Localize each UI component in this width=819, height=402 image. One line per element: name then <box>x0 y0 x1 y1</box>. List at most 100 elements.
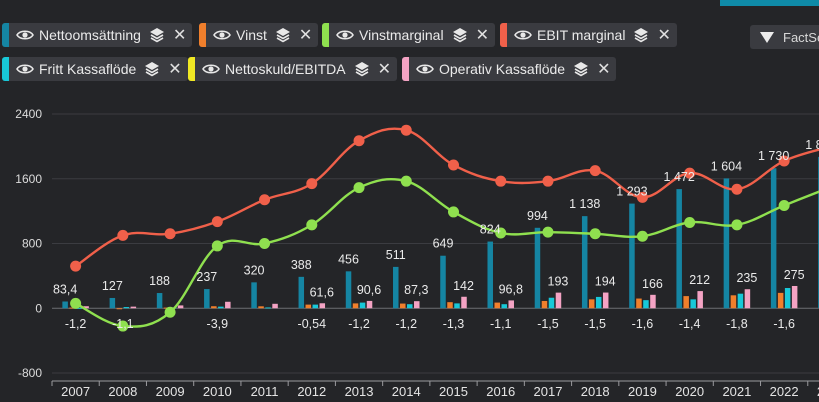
bar-vinst <box>116 308 123 310</box>
factset-label: FactSe <box>783 29 819 45</box>
legend-swatch <box>2 23 9 47</box>
point-ebit-marginal <box>400 124 412 136</box>
x-tick-label: 2020 <box>675 384 704 399</box>
x-tick-label: 2023 <box>817 384 819 399</box>
bar-operativ-kassafl-de <box>414 301 420 309</box>
legend-chip-nettoomsattning[interactable]: Nettoomsättning ✕ <box>2 23 193 47</box>
legend-chip-vinstmarginal[interactable]: Vinstmarginal ✕ <box>322 23 495 47</box>
bar-nettooms-ttning <box>393 266 399 309</box>
data-label-nettoskuld-ebitda: -1,2 <box>348 317 370 331</box>
bar-fritt-kassafl-de <box>784 288 791 309</box>
layers-icon[interactable] <box>149 27 165 43</box>
bar-fritt-kassafl-de <box>312 304 319 309</box>
data-label-nettoomsattning: 1 293 <box>616 185 647 199</box>
bar-nettooms-ttning <box>534 227 541 309</box>
layers-icon[interactable] <box>144 61 160 77</box>
x-tick-label: 2018 <box>581 384 610 399</box>
legend-swatch <box>322 23 329 47</box>
bar-operativ-kassafl-de <box>555 292 562 309</box>
close-icon[interactable]: ✕ <box>172 27 187 44</box>
bar-nettooms-ttning <box>204 289 210 309</box>
x-tick-label: 2012 <box>297 384 326 399</box>
data-label-nettoskuld-ebitda: -3,9 <box>207 317 229 331</box>
data-label-operativ-kassaflode: 142 <box>453 279 474 293</box>
data-label-operativ-kassaflode: 235 <box>736 271 757 285</box>
y-tick-label: 0 <box>35 301 42 315</box>
point-ebit-marginal <box>306 178 318 190</box>
data-label-nettoomsattning: 994 <box>527 209 548 223</box>
point-ebit-marginal <box>70 260 82 272</box>
data-label-nettoskuld-ebitda: -1,6 <box>632 317 654 331</box>
legend-chip-vinst[interactable]: Vinst ✕ <box>199 23 319 47</box>
bar-operativ-kassafl-de <box>272 303 278 309</box>
point-vinstmarginal <box>636 230 648 242</box>
bar-operativ-kassafl-de <box>225 301 231 309</box>
point-ebit-marginal <box>211 216 223 228</box>
data-label-nettoskuld-ebitda: -1,6 <box>773 317 795 331</box>
eye-icon[interactable] <box>202 62 220 76</box>
legend-chip-operativ-kassaflode[interactable]: Operativ Kassaflöde ✕ <box>402 57 617 81</box>
eye-icon[interactable] <box>514 28 532 42</box>
x-tick-label: 2008 <box>108 384 137 399</box>
bar-operativ-kassafl-de <box>83 306 89 309</box>
data-label-nettoskuld-ebitda: -1,1 <box>112 317 134 331</box>
layers-icon[interactable] <box>275 27 291 43</box>
legend-chip-fritt-kassaflode[interactable]: Fritt Kassaflöde ✕ <box>2 57 188 81</box>
point-vinstmarginal <box>70 297 82 309</box>
eye-icon[interactable] <box>16 62 34 76</box>
layers-icon[interactable] <box>452 27 468 43</box>
bar-operativ-kassafl-de <box>461 296 467 309</box>
legend-chip-nettoskuld-ebitda[interactable]: Nettoskuld/EBITDA ✕ <box>188 57 398 81</box>
bar-vinst <box>777 292 784 309</box>
legend-label: Operativ Kassaflöde <box>439 61 566 77</box>
point-vinstmarginal <box>117 320 129 332</box>
bar-vinst <box>447 302 453 309</box>
point-vinstmarginal <box>684 216 696 228</box>
point-ebit-marginal <box>589 165 601 177</box>
x-tick-label: 2013 <box>345 384 374 399</box>
layers-icon[interactable] <box>633 27 649 43</box>
bar-operativ-kassafl-de <box>602 292 609 309</box>
eye-icon[interactable] <box>213 28 231 42</box>
x-tick-label: 2007 <box>61 384 90 399</box>
point-ebit-marginal <box>731 183 743 195</box>
bar-nettooms-ttning <box>440 255 446 309</box>
bar-fritt-kassafl-de <box>548 297 555 309</box>
data-label-operativ-kassaflode: 212 <box>689 273 710 287</box>
bar-operativ-kassafl-de <box>366 300 373 309</box>
bar-fritt-kassafl-de <box>643 300 649 309</box>
x-tick-label: 2017 <box>534 384 563 399</box>
bar-fritt-kassafl-de <box>123 307 130 309</box>
layers-icon[interactable] <box>573 61 589 77</box>
x-tick-label: 2009 <box>156 384 185 399</box>
data-label-nettoomsattning: 320 <box>244 263 265 277</box>
x-tick-label: 2010 <box>203 384 232 399</box>
bar-fritt-kassafl-de <box>359 302 366 309</box>
layers-icon[interactable] <box>354 61 370 77</box>
bar-fritt-kassafl-de <box>595 296 602 309</box>
bar-fritt-kassafl-de <box>690 299 696 309</box>
eye-icon[interactable] <box>336 28 354 42</box>
legend-label: Nettoomsättning <box>39 27 141 43</box>
data-label-nettoskuld-ebitda: -0,54 <box>298 317 327 331</box>
data-label-nettoomsattning: 824 <box>480 223 501 237</box>
eye-icon[interactable] <box>416 62 434 76</box>
close-icon[interactable]: ✕ <box>298 27 313 44</box>
bar-vinst <box>352 303 359 309</box>
bar-nettooms-ttning <box>345 271 352 309</box>
bar-vinst <box>683 296 689 309</box>
bar-fritt-kassafl-de <box>218 306 224 309</box>
triangle-down-icon <box>760 31 774 43</box>
close-icon[interactable]: ✕ <box>168 61 182 78</box>
factset-dropdown[interactable]: FactSe <box>750 25 819 49</box>
eye-icon[interactable] <box>16 28 34 42</box>
legend-chip-ebit-marginal[interactable]: EBIT marginal ✕ <box>500 23 677 47</box>
close-icon[interactable]: ✕ <box>377 61 392 78</box>
close-icon[interactable]: ✕ <box>657 27 671 44</box>
close-icon[interactable]: ✕ <box>475 27 489 44</box>
data-label-nettoskuld-ebitda: -1,2 <box>65 317 87 331</box>
close-icon[interactable]: ✕ <box>597 61 611 78</box>
data-label-nettoskuld-ebitda: -1,8 <box>726 317 748 331</box>
y-tick-label: 2400 <box>15 107 42 121</box>
